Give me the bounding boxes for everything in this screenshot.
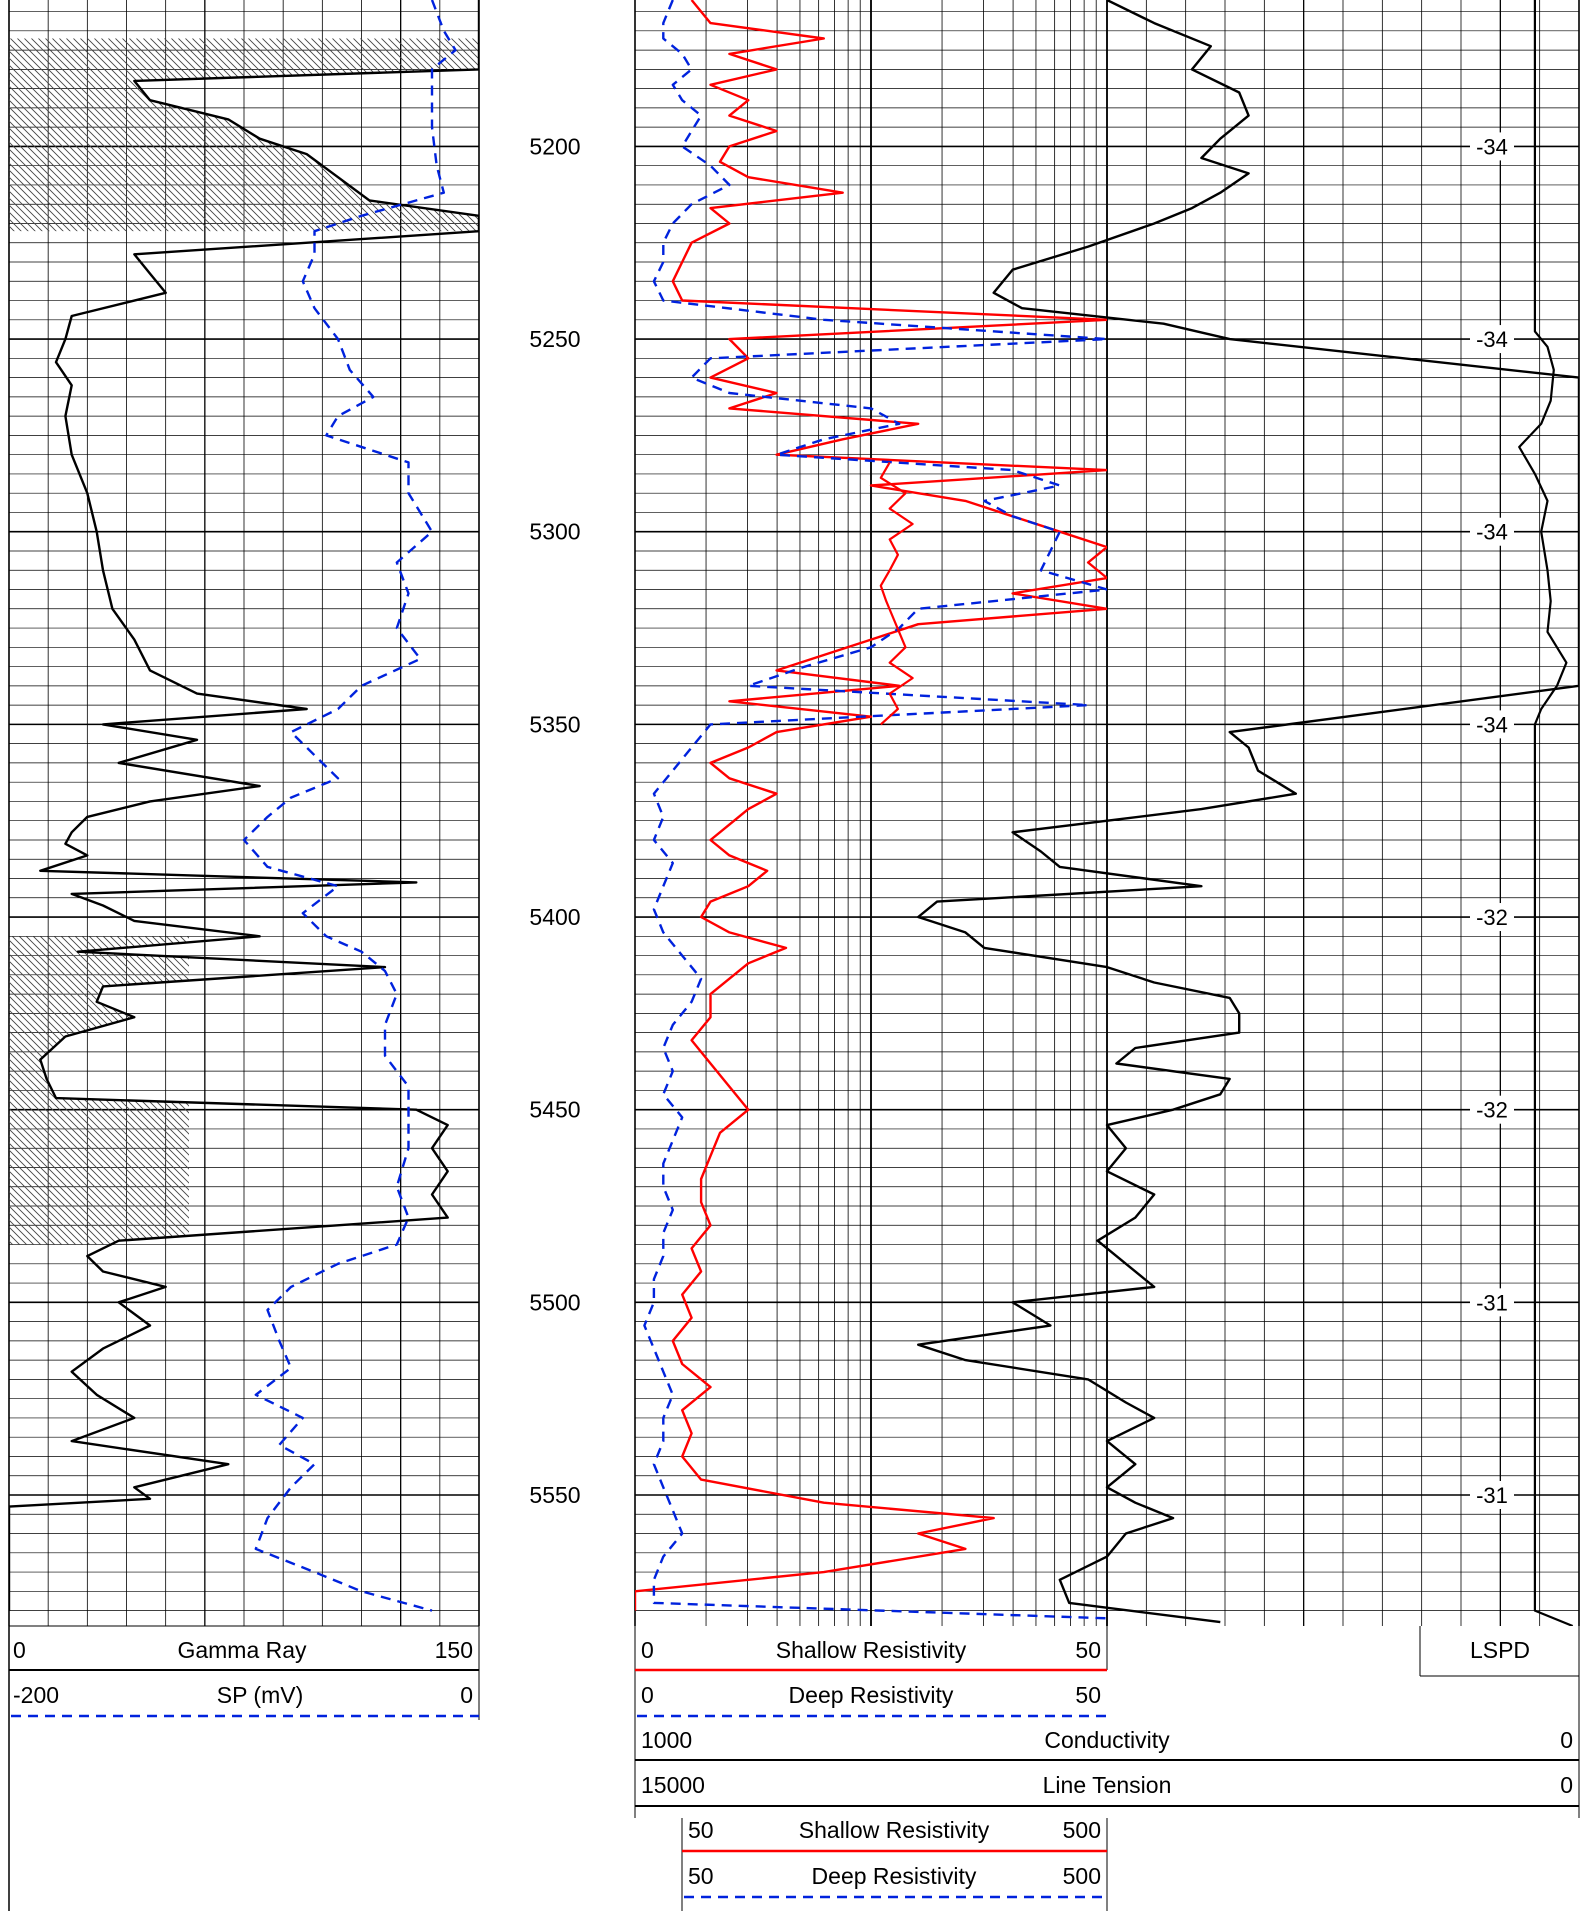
sp-label: SP (mV) — [217, 1682, 303, 1708]
sp-max: 0 — [460, 1682, 473, 1708]
lspd-label: -31 — [1476, 1290, 1508, 1315]
depth-label: 5400 — [529, 904, 580, 930]
curve-gamma-ray — [9, 0, 479, 1611]
line-tension-min: 15000 — [641, 1772, 705, 1798]
gamma-ray-min: 0 — [13, 1637, 26, 1663]
legend-deep-resistivity: 0 Deep Resistivity 50 — [637, 1682, 1107, 1718]
conductivity-min: 1000 — [641, 1727, 692, 1753]
deep-resistivity-min: 0 — [641, 1682, 654, 1708]
lspd-label: -31 — [1476, 1483, 1508, 1508]
deep-resistivity-backup-max: 500 — [1063, 1863, 1101, 1889]
depth-label-layer: 5200 5250 5300 5350 5400 5450 5500 5550 -34 -34 -3… — [520, 132, 1514, 1509]
deep-resistivity-backup-min: 50 — [688, 1863, 714, 1889]
curve-line-tension — [1518, 0, 1574, 1626]
conductivity-label: Conductivity — [1044, 1727, 1170, 1753]
depth-label: 5200 — [529, 133, 580, 159]
shallow-resistivity-backup-min: 50 — [688, 1817, 714, 1843]
conductivity-max: 0 — [1560, 1727, 1573, 1753]
legend-sp: -200 SP (mV) 0 — [11, 1682, 479, 1718]
curve-shallow-resistivity — [635, 0, 1107, 1611]
legend-header: 0 Gamma Ray 150 -200 SP (mV) 0 0 Shallow… — [8, 1625, 1580, 1911]
legend-shallow-resistivity-backup: 50 Shallow Resistivity 500 — [682, 1817, 1107, 1853]
gamma-ray-max: 150 — [435, 1637, 473, 1663]
deep-resistivity-max: 50 — [1075, 1682, 1101, 1708]
lspd-label-bg — [1470, 325, 1514, 354]
depth-label: 5300 — [529, 519, 580, 545]
legend-lspd: LSPD — [1470, 1637, 1530, 1663]
lspd-label-bg — [1470, 903, 1514, 932]
depth-label: 5500 — [529, 1289, 580, 1315]
grid-layer — [8, 0, 1580, 1626]
lspd-label-bg — [1470, 1095, 1514, 1124]
shallow-resistivity-backup-label: Shallow Resistivity — [799, 1817, 990, 1843]
sp-min: -200 — [13, 1682, 59, 1708]
curve-sp — [242, 0, 457, 1612]
deep-resistivity-backup-label: Deep Resistivity — [812, 1863, 977, 1889]
depth-label-bg — [520, 903, 580, 932]
legend-gamma-ray: 0 Gamma Ray 150 — [9, 1637, 479, 1671]
lspd-label: -34 — [1476, 327, 1508, 352]
depth-label-bg — [520, 132, 580, 161]
curve-shallow-resistivity-backup — [879, 461, 914, 726]
depth-label-bg — [520, 517, 580, 546]
depth-label: 5250 — [529, 326, 580, 352]
curve-conductivity — [917, 0, 1579, 1624]
depth-label-bg — [520, 1480, 580, 1509]
lspd-label: -34 — [1476, 520, 1508, 545]
lspd-label: -34 — [1476, 134, 1508, 159]
legend-line-tension: 15000 Line Tension 0 — [635, 1772, 1579, 1807]
gamma-ray-label: Gamma Ray — [177, 1637, 307, 1663]
depth-label: 5450 — [529, 1097, 580, 1123]
lspd-label: -34 — [1476, 712, 1508, 737]
lspd-label-bg — [1470, 710, 1514, 739]
legend-conductivity: 1000 Conductivity 0 — [635, 1727, 1579, 1761]
legend-deep-resistivity-backup: 50 Deep Resistivity 500 — [684, 1863, 1107, 1899]
shallow-resistivity-label: Shallow Resistivity — [776, 1637, 967, 1663]
legend-shallow-resistivity: 0 Shallow Resistivity 50 — [635, 1637, 1107, 1672]
depth-label-bg — [520, 1288, 580, 1317]
depth-label-bg — [520, 325, 580, 354]
depth-label: 5550 — [529, 1482, 580, 1508]
line-tension-label: Line Tension — [1043, 1772, 1172, 1798]
lspd-label-bg — [1470, 1480, 1514, 1509]
shallow-resistivity-min: 0 — [641, 1637, 654, 1663]
curve-deep-resistivity — [643, 0, 1107, 1620]
lspd-label-bg — [1470, 132, 1514, 161]
shallow-resistivity-max: 50 — [1075, 1637, 1101, 1663]
lspd-label-bg — [1470, 517, 1514, 546]
lspd-label-bg — [1470, 1288, 1514, 1317]
curve-layer — [9, 0, 1579, 1626]
depth-label-bg — [520, 710, 580, 739]
deep-resistivity-label: Deep Resistivity — [789, 1682, 954, 1708]
depth-label-bg — [520, 1095, 580, 1124]
lspd-label: -32 — [1476, 905, 1508, 930]
depth-label: 5350 — [529, 711, 580, 737]
lspd-label: -32 — [1476, 1098, 1508, 1123]
lspd-label: LSPD — [1470, 1637, 1530, 1663]
line-tension-max: 0 — [1560, 1772, 1573, 1798]
shallow-resistivity-backup-max: 500 — [1063, 1817, 1101, 1843]
